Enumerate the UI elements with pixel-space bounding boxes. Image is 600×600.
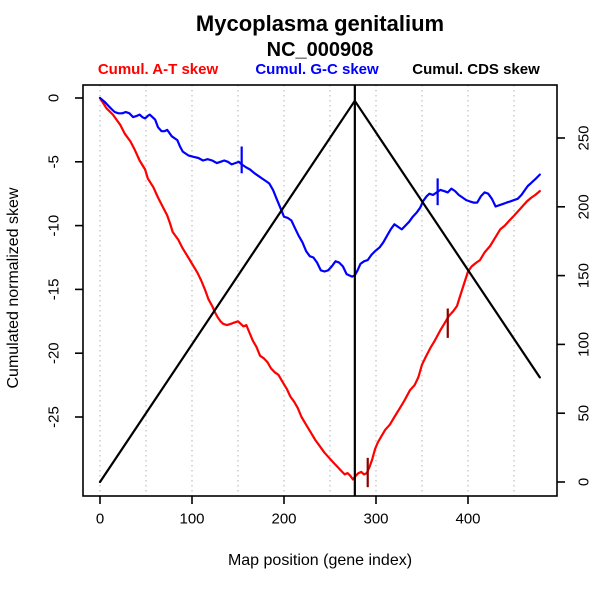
y-right-tick-label: 200 bbox=[576, 194, 593, 219]
x-tick-label: 400 bbox=[455, 511, 480, 528]
plot-border bbox=[82, 84, 558, 497]
y-left-tick-label: 0 bbox=[46, 94, 63, 102]
y-left-tick-label: -20 bbox=[46, 342, 63, 364]
x-tick-label: 300 bbox=[363, 511, 388, 528]
y-right-tick-label: 250 bbox=[576, 125, 593, 150]
legend-cumul-cds-skew: Cumul. CDS skew bbox=[412, 61, 540, 78]
x-tick-label: 200 bbox=[271, 511, 296, 528]
y-right-tick-label: 150 bbox=[576, 263, 593, 288]
x-tick-label: 100 bbox=[179, 511, 204, 528]
y-right-tick-label: 0 bbox=[576, 478, 593, 486]
chart-title: Mycoplasma genitalium bbox=[195, 11, 445, 36]
legend-cumul-gc-skew: Cumul. G-C skew bbox=[255, 61, 379, 78]
x-tick-label: 0 bbox=[96, 511, 104, 528]
y-left-tick-label: -15 bbox=[46, 279, 63, 301]
x-axis-label: Map position (gene index) bbox=[227, 552, 413, 569]
legend-cumul-at-skew: Cumul. A-T skew bbox=[97, 61, 219, 78]
series-cumul-cds-skew bbox=[98, 99, 541, 484]
y-left-tick-label: -5 bbox=[46, 155, 63, 168]
y-right-tick-label: 100 bbox=[576, 332, 593, 357]
y-left-tick-label: -25 bbox=[46, 406, 63, 428]
series-cumul-a-t-skew bbox=[98, 96, 541, 481]
chart-subtitle: NC_000908 bbox=[266, 39, 374, 61]
y-right-tick-label: 50 bbox=[576, 405, 593, 422]
series-cumul-g-c-skew bbox=[98, 96, 541, 278]
y-left-tick-label: -10 bbox=[46, 215, 63, 237]
